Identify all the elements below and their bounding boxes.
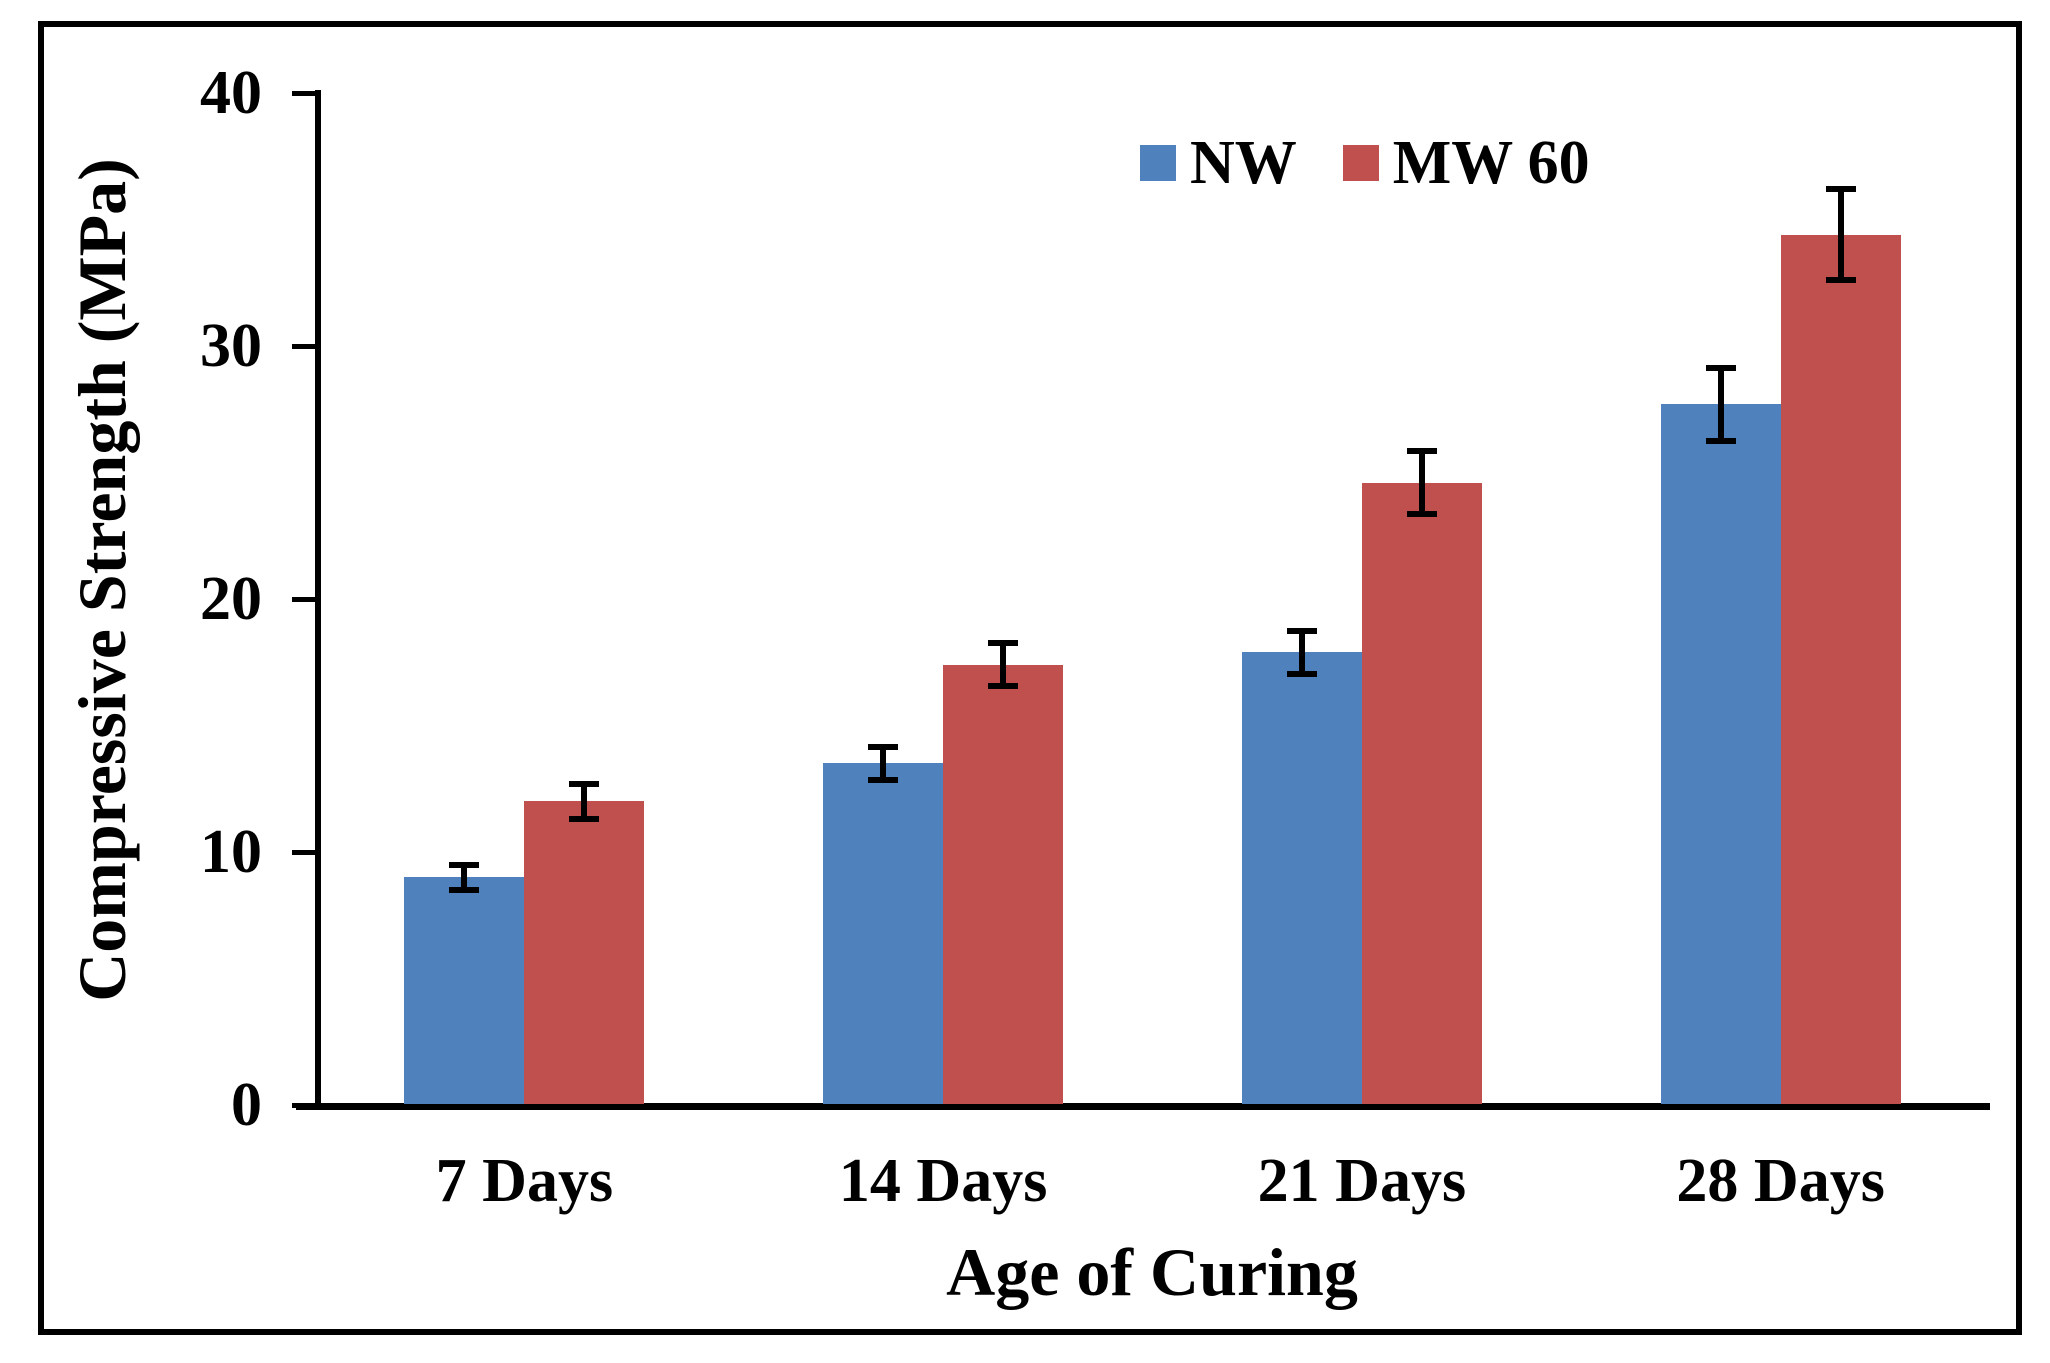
error-bar-cap — [1825, 186, 1856, 193]
bar-NW-7-Days — [404, 877, 525, 1104]
bar-MW60-21-Days — [1361, 482, 1482, 1104]
bar-NW-21-Days — [1241, 652, 1362, 1104]
y-tick-mark — [292, 343, 316, 349]
error-bar-line — [1000, 643, 1007, 687]
y-tick-mark — [292, 1102, 316, 1108]
x-axis-title: Age of Curing — [946, 1234, 1358, 1310]
error-bar-line — [1418, 450, 1425, 515]
x-category-label: 21 Days — [1257, 1147, 1467, 1215]
legend-swatch-icon — [1342, 145, 1379, 181]
error-bar-line — [1298, 630, 1305, 674]
error-bar-cap — [868, 776, 899, 783]
error-bar-line — [880, 747, 887, 780]
y-axis-line — [315, 90, 321, 1110]
error-bar-line — [1717, 367, 1724, 441]
error-bar-cap — [1705, 364, 1736, 371]
y-tick-label: 10 — [200, 818, 262, 886]
error-bar-line — [581, 783, 588, 820]
error-bar-cap — [569, 816, 600, 823]
error-bar-cap — [988, 683, 1019, 690]
bar-MW60-7-Days — [524, 801, 645, 1104]
legend-item-MW60: MW 60 — [1342, 129, 1590, 197]
error-bar-cap — [868, 744, 899, 750]
error-bar-line — [461, 864, 468, 890]
y-tick-label: 40 — [200, 59, 262, 127]
legend: NW MW 60 — [1140, 132, 1590, 194]
figure-border — [38, 21, 2022, 1335]
x-category-label: 7 Days — [435, 1147, 614, 1215]
legend-item-NW: NW — [1140, 132, 1297, 194]
error-bar-cap — [1406, 447, 1437, 454]
y-tick-mark — [292, 596, 316, 602]
error-bar-cap — [1286, 670, 1317, 677]
error-bar-cap — [1286, 627, 1317, 634]
y-tick-label: 20 — [200, 565, 262, 633]
y-tick-label: 0 — [231, 1071, 262, 1139]
x-axis-line — [296, 1103, 1990, 1110]
x-category-label: 14 Days — [838, 1147, 1048, 1215]
y-tick-mark — [292, 90, 316, 96]
error-bar-cap — [569, 780, 600, 787]
error-bar-cap — [449, 886, 480, 893]
bar-MW60-14-Days — [943, 664, 1064, 1104]
bar-NW-14-Days — [823, 763, 944, 1104]
error-bar-cap — [449, 861, 480, 868]
y-tick-mark — [292, 849, 316, 855]
error-bar-cap — [988, 640, 1019, 647]
error-bar-line — [1837, 189, 1844, 281]
error-bar-cap — [1406, 511, 1437, 518]
legend-label: NW — [1190, 129, 1297, 197]
error-bar-cap — [1705, 437, 1736, 444]
bar-MW60-28-Days — [1780, 234, 1901, 1104]
bar-NW-28-Days — [1660, 404, 1781, 1104]
legend-label: MW 60 — [1392, 129, 1590, 197]
y-tick-label: 30 — [200, 312, 262, 380]
legend-swatch-icon — [1140, 145, 1176, 181]
x-category-label: 28 Days — [1676, 1147, 1885, 1215]
error-bar-cap — [1825, 277, 1856, 284]
